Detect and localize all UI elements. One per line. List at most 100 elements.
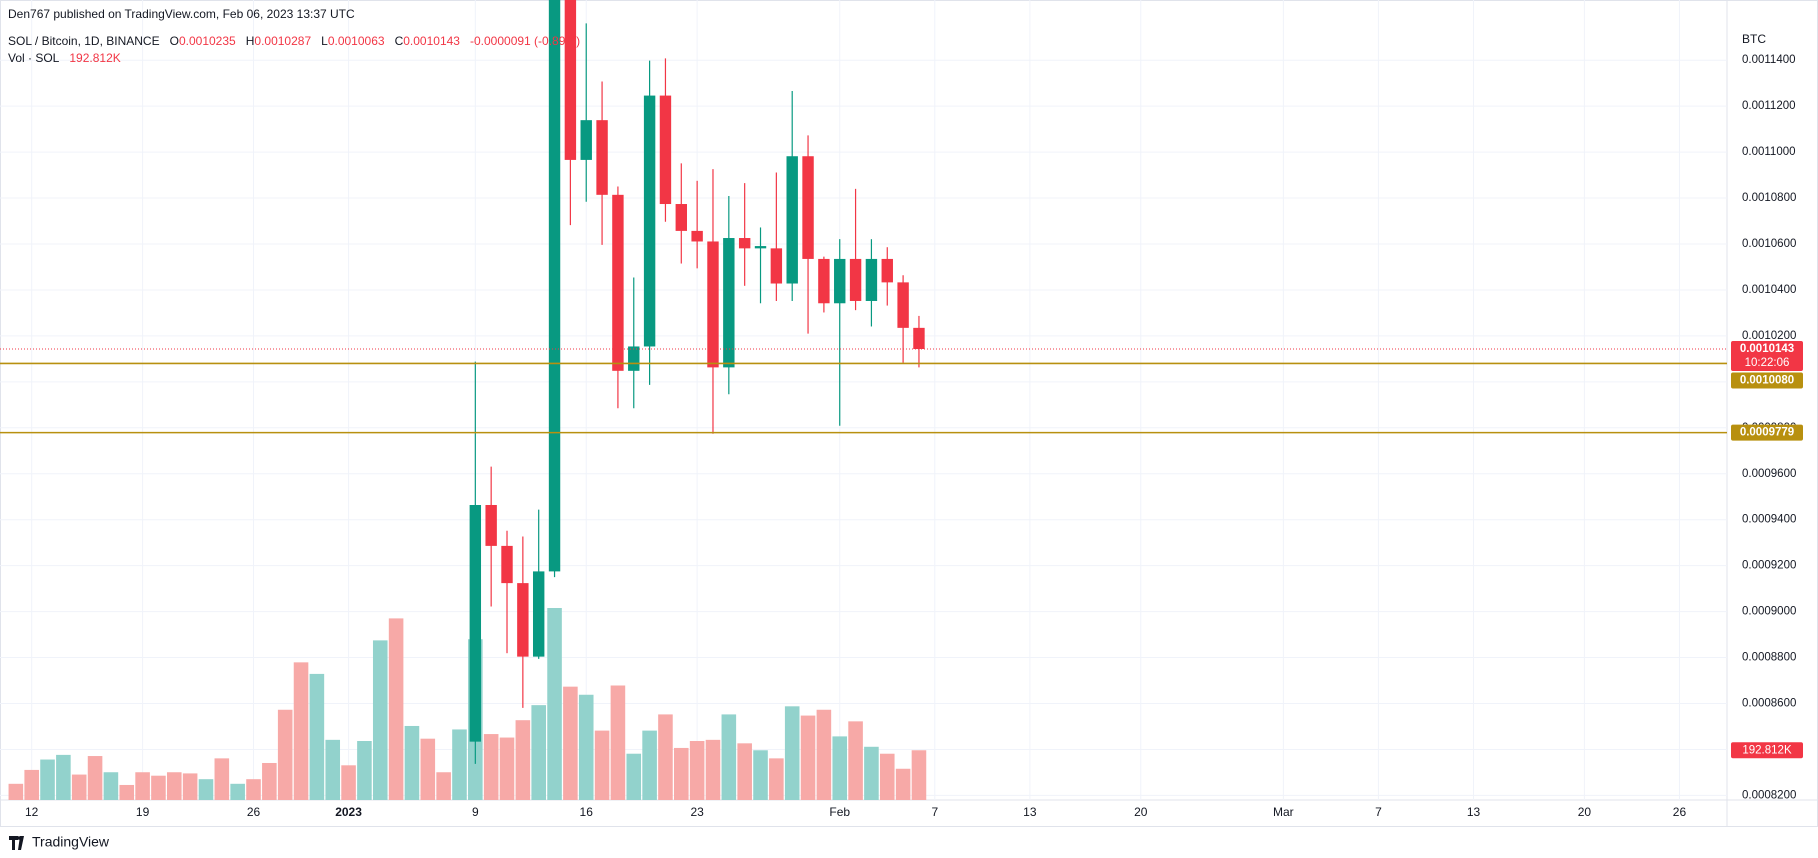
axes: 12 19 26 2023 9 16 23 Feb 7 13 20 Mar 7 13 20 26 0.00082… bbox=[25, 54, 1803, 819]
volume-bar bbox=[87, 756, 103, 800]
volume-bar bbox=[547, 608, 562, 800]
low-value: 0.0010063 bbox=[327, 34, 385, 48]
volume-bar bbox=[309, 673, 325, 800]
candle-body bbox=[770, 248, 783, 284]
open-value: 0.0010235 bbox=[178, 34, 236, 48]
axis-unit: BTC bbox=[1742, 32, 1766, 46]
volume-bar bbox=[166, 772, 182, 800]
y-tick-label: 0.0009200 bbox=[1742, 560, 1796, 572]
volume-bar bbox=[769, 758, 784, 800]
c-letter: C bbox=[394, 34, 404, 48]
volume-bar bbox=[737, 743, 752, 800]
x-tick-label: Mar bbox=[1273, 805, 1294, 819]
volume-bar bbox=[230, 783, 245, 800]
candle-body bbox=[548, 0, 561, 572]
candle-body bbox=[580, 120, 592, 160]
volume-bar bbox=[879, 753, 895, 800]
level-label: 0.0009779 bbox=[1740, 427, 1794, 439]
y-tick-label: 0.0010400 bbox=[1742, 284, 1796, 296]
volume-bar bbox=[832, 736, 848, 800]
volume-bar bbox=[404, 725, 420, 800]
ohlc-legend: SOL / Bitcoin, 1D, BINANCE O0.0010235 H0… bbox=[8, 34, 580, 48]
footer-logo bbox=[9, 836, 24, 850]
volume-bar bbox=[214, 758, 230, 800]
volume-bar bbox=[816, 709, 832, 800]
price-tag-label: 0.0010143 bbox=[1740, 343, 1794, 355]
candle-body bbox=[881, 258, 893, 283]
y-tick-label: 0.0011000 bbox=[1742, 146, 1796, 158]
volume-bar bbox=[388, 618, 404, 800]
price-tag bbox=[1731, 340, 1803, 371]
x-tick-label: 7 bbox=[1375, 805, 1382, 819]
volume-bar bbox=[325, 739, 341, 800]
volume-bar bbox=[848, 721, 863, 800]
volume-bar bbox=[674, 747, 689, 800]
volume-bar bbox=[198, 779, 214, 800]
volume-bar bbox=[40, 759, 55, 800]
x-tick-label: 20 bbox=[1134, 805, 1148, 819]
y-tick-label: 0.0010200 bbox=[1742, 330, 1796, 342]
y-tick-label: 0.0009400 bbox=[1742, 514, 1796, 526]
volume-bar bbox=[705, 739, 721, 800]
x-tick-label: 26 bbox=[1673, 805, 1687, 819]
volume-bar bbox=[293, 662, 309, 800]
candle-body bbox=[691, 230, 703, 242]
y-tick-label: 0.0010600 bbox=[1742, 238, 1796, 250]
volume-bar bbox=[578, 694, 594, 800]
volume-bar bbox=[911, 750, 927, 800]
volume-bar bbox=[246, 779, 261, 800]
volume-bar bbox=[531, 705, 546, 800]
y-tick-label: 0.0009600 bbox=[1742, 468, 1796, 480]
volume-tag bbox=[1731, 742, 1803, 759]
x-tick-label: 7 bbox=[931, 805, 938, 819]
close-value: 0.0010143 bbox=[403, 34, 460, 48]
volume-bar bbox=[182, 773, 198, 800]
volume-bar bbox=[341, 765, 356, 800]
y-tick-label: 0.0008600 bbox=[1742, 698, 1796, 710]
candle-body bbox=[501, 545, 513, 584]
x-tick-label: 23 bbox=[690, 805, 704, 819]
candle-body bbox=[517, 583, 529, 657]
volume-legend: Vol · SOL 192.812K bbox=[8, 51, 121, 65]
x-tick-label: 19 bbox=[136, 805, 150, 819]
y-tick-label: 0.0009000 bbox=[1742, 606, 1796, 618]
grid bbox=[0, 0, 1727, 800]
volume-bar bbox=[689, 741, 705, 800]
volume-bar bbox=[103, 772, 119, 800]
candle-body bbox=[612, 194, 624, 371]
y-tick-label: 0.0011400 bbox=[1742, 54, 1796, 66]
volume-bar bbox=[658, 714, 673, 800]
candle-body bbox=[469, 504, 482, 742]
volume-bar bbox=[151, 775, 166, 800]
candle-body bbox=[754, 246, 767, 249]
volume-bar bbox=[753, 750, 768, 800]
candle-body bbox=[913, 327, 925, 349]
x-tick-label: 12 bbox=[25, 805, 39, 819]
change: -0.0000091 (-0.89%) bbox=[470, 34, 581, 48]
candle-body bbox=[738, 238, 751, 249]
volume-bar bbox=[721, 714, 737, 800]
volume-bar bbox=[563, 686, 578, 800]
volume-bar bbox=[864, 746, 879, 800]
x-tick-label: 9 bbox=[472, 805, 479, 819]
y-tick-label: 0.0010800 bbox=[1742, 192, 1796, 204]
volume-bar bbox=[594, 730, 610, 800]
volume-bar bbox=[119, 784, 135, 800]
footer-brand: TradingView bbox=[32, 834, 110, 850]
y-tick-label: 0.0011200 bbox=[1742, 100, 1796, 112]
x-tick-label: 13 bbox=[1023, 805, 1037, 819]
candle-body bbox=[532, 571, 545, 657]
candle-body bbox=[675, 204, 687, 231]
plot bbox=[0, 0, 1727, 800]
volume-bar bbox=[8, 783, 24, 800]
volume-bar bbox=[515, 720, 531, 800]
candle-body bbox=[865, 258, 878, 301]
y-tick-label: 0.0008200 bbox=[1742, 789, 1796, 801]
candle-body bbox=[818, 258, 830, 304]
volume-value: 192.812K bbox=[69, 51, 121, 65]
candle-body bbox=[786, 156, 798, 284]
candle-body bbox=[485, 504, 497, 546]
publisher-text: Den767 published on TradingView.com, Feb… bbox=[8, 7, 355, 21]
